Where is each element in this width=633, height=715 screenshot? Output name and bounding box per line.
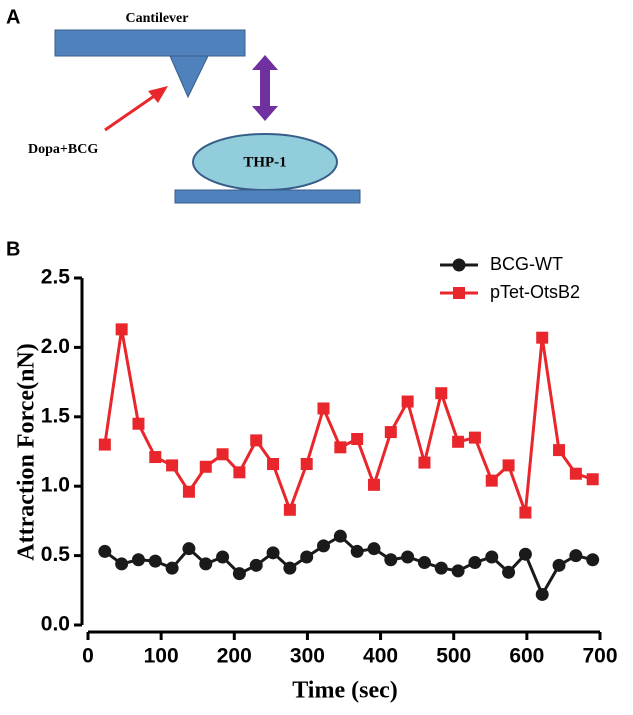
marker bbox=[333, 529, 347, 543]
cell-label: THP-1 bbox=[243, 154, 286, 170]
marker bbox=[535, 587, 549, 601]
marker bbox=[250, 434, 263, 447]
x-axis-title: Time (sec) bbox=[292, 678, 398, 704]
y-tick-label: 1.5 bbox=[41, 404, 71, 427]
legend-marker bbox=[452, 258, 466, 272]
marker bbox=[266, 546, 280, 560]
arrow bbox=[104, 90, 161, 132]
legend-marker bbox=[453, 287, 465, 299]
marker bbox=[115, 557, 129, 571]
y-tick-label: 2.0 bbox=[41, 335, 70, 358]
series-line bbox=[103, 534, 594, 598]
marker bbox=[485, 550, 499, 564]
marker bbox=[132, 417, 145, 430]
marker bbox=[199, 557, 213, 571]
marker bbox=[569, 467, 582, 480]
marker bbox=[148, 554, 162, 568]
marker bbox=[401, 550, 415, 564]
x-tick-label: 200 bbox=[217, 645, 252, 668]
marker bbox=[502, 565, 516, 579]
panel-label: A bbox=[6, 6, 20, 28]
marker bbox=[417, 556, 431, 570]
x-tick-label: 500 bbox=[436, 645, 471, 668]
probe-label: Dopa+BCG bbox=[28, 142, 98, 157]
cantilever-label: Cantilever bbox=[126, 11, 189, 26]
x-tick-label: 100 bbox=[144, 645, 179, 668]
marker bbox=[317, 539, 331, 553]
marker bbox=[518, 547, 532, 561]
marker bbox=[350, 544, 364, 558]
marker bbox=[98, 544, 112, 558]
marker bbox=[485, 474, 498, 487]
arrow-head bbox=[148, 86, 168, 103]
marker bbox=[553, 444, 566, 457]
cantilever bbox=[54, 29, 246, 57]
marker bbox=[131, 553, 145, 567]
marker bbox=[586, 553, 600, 567]
marker bbox=[451, 564, 465, 578]
marker bbox=[232, 567, 246, 581]
force-arrow-head bbox=[252, 106, 278, 121]
marker bbox=[233, 466, 246, 479]
marker bbox=[384, 553, 398, 567]
x-tick-label: 0 bbox=[82, 645, 94, 668]
marker bbox=[435, 387, 448, 400]
marker bbox=[149, 451, 162, 464]
marker bbox=[401, 395, 414, 408]
marker bbox=[216, 550, 230, 564]
marker bbox=[115, 323, 128, 336]
marker bbox=[166, 459, 179, 472]
x-tick-label: 600 bbox=[509, 645, 544, 668]
substrate bbox=[174, 189, 361, 204]
y-tick-label: 0.5 bbox=[41, 543, 71, 566]
marker bbox=[216, 448, 229, 461]
marker bbox=[249, 558, 263, 572]
x-tick-label: 400 bbox=[363, 645, 398, 668]
marker bbox=[300, 457, 313, 470]
marker bbox=[434, 561, 448, 575]
marker bbox=[283, 503, 296, 516]
x-tick-label: 300 bbox=[290, 645, 325, 668]
marker bbox=[98, 438, 111, 451]
marker bbox=[165, 561, 179, 575]
marker bbox=[552, 558, 566, 572]
y-tick-label: 2.5 bbox=[41, 266, 71, 289]
y-axis-title: Attraction Force(nN) bbox=[14, 343, 40, 560]
legend-label: pTet-OtsB2 bbox=[490, 282, 580, 302]
marker bbox=[317, 402, 330, 415]
marker bbox=[519, 506, 532, 519]
marker bbox=[468, 431, 481, 444]
marker bbox=[367, 542, 381, 556]
marker bbox=[384, 426, 397, 439]
marker bbox=[267, 457, 280, 470]
tip bbox=[169, 55, 209, 99]
marker bbox=[283, 561, 297, 575]
marker bbox=[569, 549, 583, 563]
panel-label: B bbox=[6, 238, 20, 260]
marker bbox=[182, 485, 195, 498]
y-tick-label: 0.0 bbox=[41, 613, 70, 636]
marker bbox=[199, 460, 212, 473]
legend-label: BCG-WT bbox=[490, 254, 563, 274]
x-tick-label: 700 bbox=[582, 645, 617, 668]
marker bbox=[452, 435, 465, 448]
marker bbox=[468, 556, 482, 570]
marker bbox=[418, 456, 431, 469]
marker bbox=[536, 331, 549, 344]
y-tick-label: 1.0 bbox=[41, 474, 70, 497]
marker bbox=[300, 550, 314, 564]
marker bbox=[502, 459, 515, 472]
marker bbox=[182, 542, 196, 556]
marker bbox=[586, 473, 599, 486]
force-arrow-head bbox=[252, 55, 278, 70]
force-arrow bbox=[260, 68, 270, 108]
marker bbox=[334, 441, 347, 454]
series-line bbox=[103, 329, 594, 515]
marker bbox=[351, 433, 364, 446]
marker bbox=[367, 478, 380, 491]
